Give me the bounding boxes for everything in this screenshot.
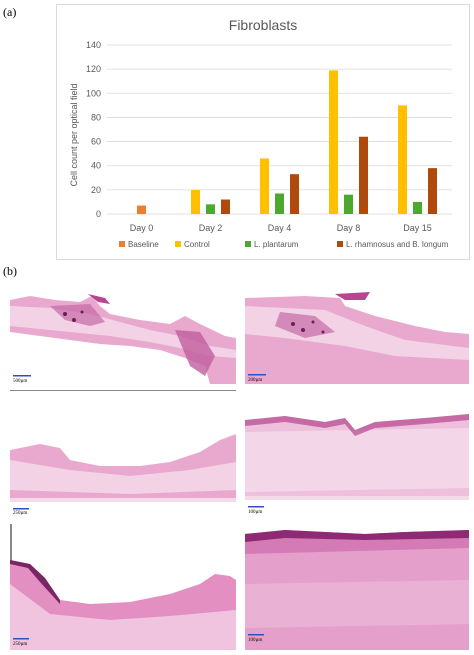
legend: Baseline Control L. plantarum L. rhamnosus … bbox=[119, 240, 449, 249]
x-tick-label: Day 8 bbox=[337, 223, 361, 233]
bar-l-rhamnosus-and-b-longum-day-15 bbox=[428, 168, 437, 214]
x-tick-label: Day 2 bbox=[199, 223, 223, 233]
legend-swatch-2 bbox=[245, 241, 251, 247]
scale-label-4: 100µm bbox=[248, 510, 262, 515]
legend-label-2: L. plantarum bbox=[254, 240, 299, 249]
y-tick-label: 60 bbox=[91, 137, 101, 147]
micrograph-3: 250µm bbox=[10, 390, 236, 517]
gridlines bbox=[107, 44, 452, 215]
x-tick-labels: Day 0 Day 2 Day 4 Day 8 Day 15 bbox=[130, 223, 432, 233]
panel-b-label: (b) bbox=[3, 264, 17, 278]
y-tick-label: 100 bbox=[86, 88, 101, 98]
bar-l-rhamnosus-and-b-longum-day-8 bbox=[359, 136, 368, 214]
bar-control-day-4 bbox=[260, 158, 269, 214]
bar-l-rhamnosus-and-b-longum-day-4 bbox=[290, 174, 299, 214]
y-tick-labels: 0 20 40 60 80 100 120 140 bbox=[86, 40, 101, 219]
y-tick-label: 40 bbox=[91, 161, 101, 171]
micrograph-1: 500µm bbox=[10, 286, 236, 384]
bar-l-plantarum-day-15 bbox=[413, 201, 422, 214]
y-tick-label: 80 bbox=[91, 112, 101, 122]
fibroblasts-chart: Fibroblasts 0 20 40 60 80 100 120 140 Day 0 Day … bbox=[56, 4, 470, 260]
scale-label-2: 200µm bbox=[248, 378, 262, 383]
x-tick-label: Day 4 bbox=[268, 223, 292, 233]
chart-title: Fibroblasts bbox=[229, 17, 297, 33]
scale-label-6: 100µm bbox=[248, 638, 262, 643]
bar-control-day-2 bbox=[191, 189, 200, 214]
y-tick-label: 140 bbox=[86, 40, 101, 50]
x-tick-label: Day 15 bbox=[403, 223, 432, 233]
y-axis-label: Cell count per optical field bbox=[69, 83, 79, 186]
legend-swatch-1 bbox=[175, 241, 181, 247]
legend-label-3: L. rhamnosus and B. longum bbox=[346, 240, 449, 249]
bar-control-day-8 bbox=[329, 70, 338, 214]
bar-l-plantarum-day-8 bbox=[344, 194, 353, 214]
legend-label-1: Control bbox=[184, 240, 210, 249]
micrograph-5: 250µm bbox=[10, 524, 236, 650]
legend-swatch-0 bbox=[119, 241, 125, 247]
scale-label-5: 250µm bbox=[13, 642, 27, 647]
x-tick-label: Day 0 bbox=[130, 223, 154, 233]
legend-swatch-3 bbox=[337, 241, 343, 247]
bar-l-rhamnosus-and-b-longum-day-2 bbox=[221, 199, 230, 214]
y-tick-label: 0 bbox=[96, 209, 101, 219]
bars bbox=[137, 70, 437, 214]
y-tick-label: 20 bbox=[91, 185, 101, 195]
scale-label-3: 250µm bbox=[13, 511, 27, 516]
bar-baseline-day-0 bbox=[137, 205, 146, 214]
y-tick-label: 120 bbox=[86, 64, 101, 74]
scale-label-1: 500µm bbox=[13, 379, 27, 384]
bar-l-plantarum-day-4 bbox=[275, 193, 284, 214]
bar-l-plantarum-day-2 bbox=[206, 204, 215, 214]
bar-control-day-15 bbox=[398, 105, 407, 214]
micrograph-4: 100µm bbox=[245, 392, 469, 517]
legend-label-0: Baseline bbox=[128, 240, 159, 249]
micrograph-6: 100µm bbox=[245, 524, 469, 650]
micrograph-2: 200µm bbox=[245, 286, 469, 384]
panel-a-label: (a) bbox=[3, 5, 17, 19]
